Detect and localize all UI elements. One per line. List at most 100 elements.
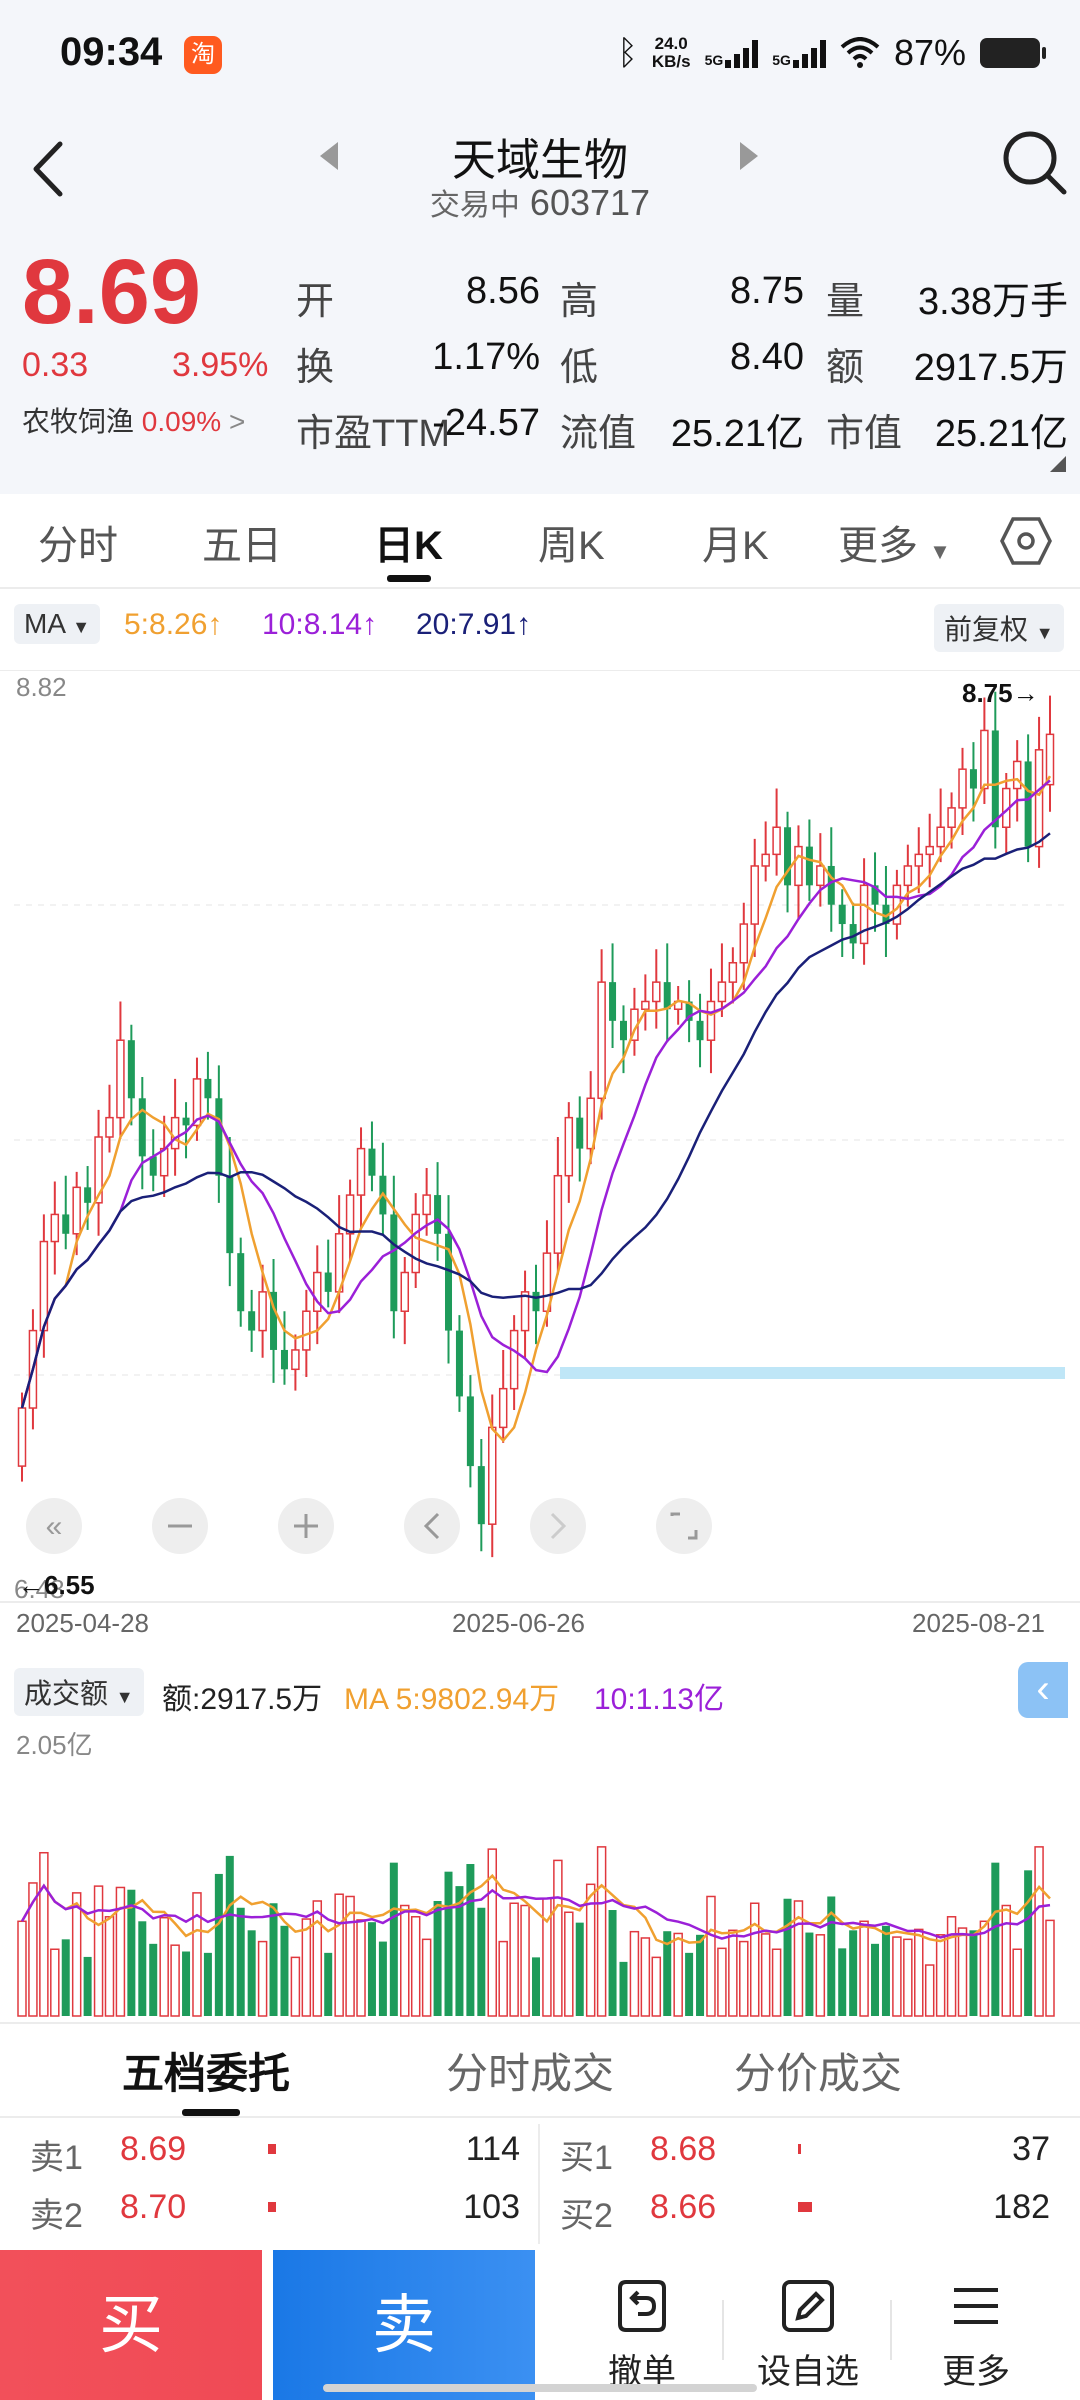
settings-hex-icon[interactable] bbox=[1000, 515, 1052, 567]
stock-header: 天域生物 交易中 603717 bbox=[0, 110, 1080, 240]
buy-button[interactable]: 买 bbox=[0, 2250, 262, 2400]
ob-volume-bar bbox=[268, 2202, 276, 2212]
scroll-right-button[interactable] bbox=[530, 1498, 586, 1554]
ob-label: 卖2 bbox=[30, 2197, 83, 2235]
volume-selector[interactable]: 成交额 ▼ bbox=[14, 1668, 144, 1716]
tab-tick-trades[interactable]: 分时成交 bbox=[446, 2050, 615, 2097]
volume-bar bbox=[760, 1933, 771, 2017]
tab-five-level[interactable]: 五档委托 bbox=[122, 2050, 291, 2097]
tab-more[interactable]: 更多 ▼ bbox=[838, 513, 951, 571]
candle-body bbox=[192, 1078, 202, 1127]
prev-stock-icon[interactable] bbox=[320, 142, 338, 170]
quote-value: 1.17% bbox=[432, 336, 540, 378]
ob-active-indicator bbox=[182, 2109, 240, 2116]
ob-sell-2[interactable]: 卖2 8.70 103 bbox=[30, 2188, 520, 2237]
candle-body bbox=[564, 1116, 574, 1177]
volume-chart[interactable]: 2.05亿 bbox=[0, 1720, 1080, 2020]
volume-bar bbox=[28, 1882, 38, 2017]
sector-link[interactable]: 农牧饲渔 0.09% > bbox=[22, 400, 245, 440]
current-price: 8.69 bbox=[22, 241, 202, 343]
kline-chart[interactable]: 8.82 6.48 8.75→ ←6.55 « 2025-04-28 2025-… bbox=[0, 670, 1080, 1640]
volume-bar bbox=[170, 1944, 180, 2017]
volume-bar bbox=[345, 1895, 355, 2017]
ma10-value: 10:8.14 bbox=[262, 608, 363, 641]
volume-bar bbox=[815, 1934, 826, 2017]
volume-bar bbox=[991, 1862, 1000, 2016]
ma20-arrow: ↑ bbox=[516, 608, 532, 641]
zoom-in-button[interactable] bbox=[278, 1498, 334, 1554]
candle-body bbox=[685, 1001, 693, 1021]
volume-bar bbox=[421, 1938, 432, 2017]
volume-bar bbox=[39, 1851, 49, 2017]
tab-price-trades[interactable]: 分价成交 bbox=[734, 2050, 903, 2097]
stock-subtitle: 交易中 603717 bbox=[0, 180, 1080, 224]
volume-bar bbox=[827, 1896, 836, 2016]
expand-corner-icon[interactable] bbox=[1050, 456, 1066, 472]
stock-code: 603717 bbox=[529, 182, 651, 223]
back-arrow-icon[interactable] bbox=[22, 134, 82, 204]
adjust-selector[interactable]: 前复权 ▼ bbox=[934, 604, 1064, 652]
volume-bar bbox=[532, 1957, 540, 2016]
next-stock-icon[interactable] bbox=[740, 142, 758, 170]
ma-selector[interactable]: MA ▼ bbox=[14, 604, 101, 644]
cancel-order-button[interactable]: 撤单 bbox=[562, 2276, 722, 2393]
candle-body bbox=[980, 729, 989, 790]
bb-divider bbox=[890, 2300, 892, 2360]
volume-bar bbox=[717, 1947, 727, 2017]
ob-sell-1[interactable]: 卖1 8.69 114 bbox=[30, 2130, 520, 2179]
candle-body bbox=[520, 1291, 530, 1332]
volume-bar bbox=[334, 1893, 344, 2017]
net2-label: 5G bbox=[772, 52, 791, 68]
volume-bar bbox=[225, 1855, 234, 2016]
speed-value: 24.0 bbox=[654, 34, 688, 53]
quote-label: 市值 bbox=[826, 413, 903, 455]
volume-bar bbox=[236, 1907, 245, 2016]
zoom-out-button[interactable] bbox=[152, 1498, 208, 1554]
tab-fenshi[interactable]: 分时 bbox=[38, 524, 118, 568]
collapse-panel-button[interactable]: ‹ bbox=[1018, 1662, 1068, 1718]
status-time: 09:34 bbox=[60, 30, 163, 74]
volume-bar bbox=[805, 1932, 814, 2016]
volume-bar bbox=[104, 1916, 115, 2017]
chart-tabs: 分时 五日 日K 周K 月K 更多 ▼ bbox=[0, 495, 1080, 587]
candle-body bbox=[477, 1466, 485, 1525]
candle-body bbox=[1034, 749, 1044, 848]
candle-body bbox=[356, 1147, 366, 1196]
add-watchlist-button[interactable]: 设自选 bbox=[728, 2276, 888, 2393]
tab-wuri[interactable]: 五日 bbox=[202, 524, 282, 568]
volume-bar bbox=[71, 1892, 82, 2017]
volume-bar bbox=[1034, 1846, 1044, 2017]
more-menu-button[interactable]: 更多 bbox=[896, 2276, 1056, 2393]
volume-bar bbox=[749, 1902, 760, 2017]
quote-value: 25.21亿 bbox=[934, 413, 1068, 455]
tab-yuek[interactable]: 月K bbox=[702, 524, 769, 568]
add-watchlist-label: 设自选 bbox=[757, 2353, 859, 2391]
adjust-label: 前复权 bbox=[944, 614, 1029, 645]
ob-qty: 182 bbox=[993, 2188, 1050, 2226]
ob-label: 买1 bbox=[560, 2139, 613, 2177]
dropdown-icon: ▼ bbox=[115, 1687, 134, 1707]
menu-icon bbox=[954, 2288, 998, 2324]
volume-bar bbox=[608, 1910, 617, 2016]
quote-value: 8.56 bbox=[466, 270, 540, 312]
ob-buy-1[interactable]: 买1 8.68 37 bbox=[560, 2130, 1050, 2179]
scroll-left-button[interactable] bbox=[404, 1498, 460, 1554]
volume-bar bbox=[914, 1928, 924, 2017]
tab-rik[interactable]: 日K bbox=[374, 524, 443, 568]
candle-body bbox=[717, 981, 727, 1003]
fullscreen-button[interactable] bbox=[656, 1498, 712, 1554]
jump-start-button[interactable]: « bbox=[26, 1498, 82, 1554]
sell-button[interactable]: 卖 bbox=[273, 2250, 535, 2400]
volume-bar bbox=[356, 1919, 366, 2017]
candle-body bbox=[838, 904, 846, 925]
volume-bar bbox=[389, 1862, 398, 2016]
tab-zhouk[interactable]: 周K bbox=[538, 524, 605, 568]
volume-ma5-line bbox=[20, 1873, 1051, 1946]
candle-body bbox=[816, 865, 825, 887]
candle-body bbox=[1045, 733, 1055, 786]
volume-bar bbox=[1045, 1919, 1055, 2017]
ob-buy-2[interactable]: 买2 8.66 182 bbox=[560, 2188, 1050, 2237]
volume-ma10-line bbox=[20, 1883, 1051, 1940]
ma20-value: 20:7.91 bbox=[416, 608, 517, 641]
search-icon[interactable] bbox=[1000, 128, 1070, 198]
